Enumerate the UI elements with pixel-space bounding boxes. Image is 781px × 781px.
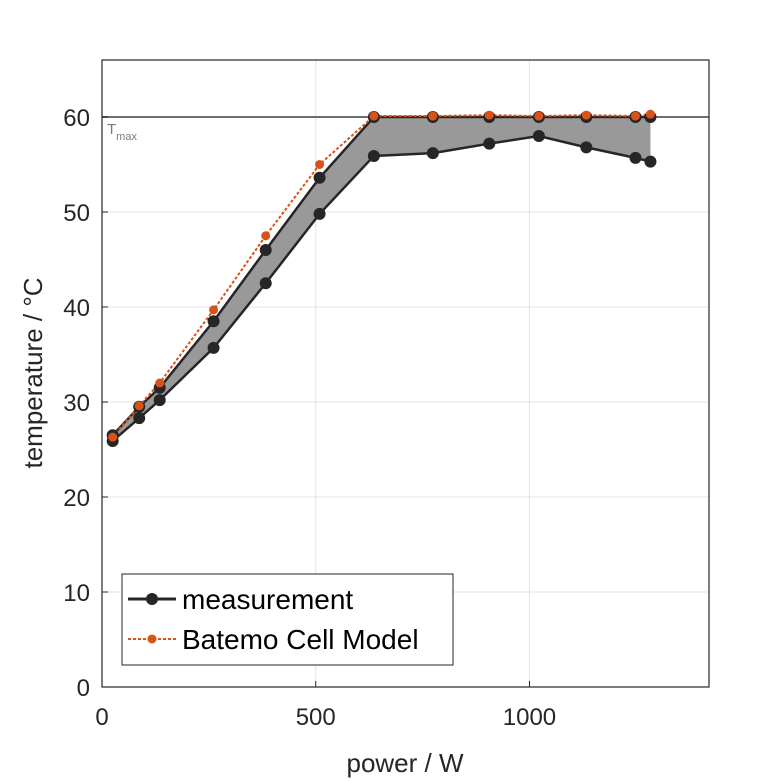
measurement-lower-point xyxy=(153,394,166,407)
model-point xyxy=(484,110,494,120)
legend-box xyxy=(121,573,454,666)
measurement-lower-point xyxy=(426,147,439,160)
legend: measurement Batemo Cell Model xyxy=(121,573,454,666)
y-tick-label: 50 xyxy=(63,200,90,227)
plot-frame xyxy=(101,59,710,688)
model-point xyxy=(261,231,271,241)
y-axis-title: temperature / °C xyxy=(18,277,48,468)
model-point xyxy=(108,432,118,442)
measurement-lower-point xyxy=(207,341,220,354)
model-point xyxy=(155,378,165,388)
measurement-lower-point xyxy=(313,207,326,220)
measurement-upper-point xyxy=(259,244,272,256)
model-point xyxy=(428,111,438,121)
series xyxy=(106,109,657,447)
y-tick-label: 0 xyxy=(77,675,90,702)
x-tick-label: 1000 xyxy=(503,704,556,731)
y-tick-label: 30 xyxy=(63,390,90,417)
model-point xyxy=(315,160,325,169)
legend-measurement-marker xyxy=(146,593,158,605)
measurement-lower-point xyxy=(259,277,272,290)
model-point xyxy=(645,109,655,119)
y-tick-label: 20 xyxy=(63,485,90,512)
measurement-lower-point xyxy=(483,137,496,150)
model-point xyxy=(630,111,640,121)
model-point xyxy=(581,110,591,120)
model-point xyxy=(369,111,379,121)
model-point xyxy=(134,401,144,411)
legend-model-label: Batemo Cell Model xyxy=(182,624,419,655)
model-point xyxy=(534,111,544,121)
measurement-lower-point xyxy=(580,141,593,154)
measurement-upper-point xyxy=(313,171,326,184)
measurement-lower-point xyxy=(629,151,642,164)
measurement-lower-point xyxy=(644,155,657,168)
legend-measurement-label: measurement xyxy=(182,584,353,615)
tmax-label: Tmax xyxy=(107,121,137,143)
legend-model-marker xyxy=(147,634,157,644)
x-axis-title: power / W xyxy=(346,748,463,778)
y-tick-label: 10 xyxy=(63,580,90,607)
measurement-lower-point xyxy=(133,412,146,425)
measurement-lower-point xyxy=(532,130,545,142)
measurement-lower-point xyxy=(367,149,380,162)
model-point xyxy=(209,305,219,315)
axis-ticks: 0 500 1000 0 10 20 30 40 50 60 xyxy=(63,105,556,731)
y-tick-label: 40 xyxy=(63,295,90,322)
x-tick-label: 500 xyxy=(296,704,336,731)
x-tick-label: 0 xyxy=(95,704,108,731)
measurement-upper-point xyxy=(207,315,220,328)
y-tick-label: 60 xyxy=(63,105,90,132)
